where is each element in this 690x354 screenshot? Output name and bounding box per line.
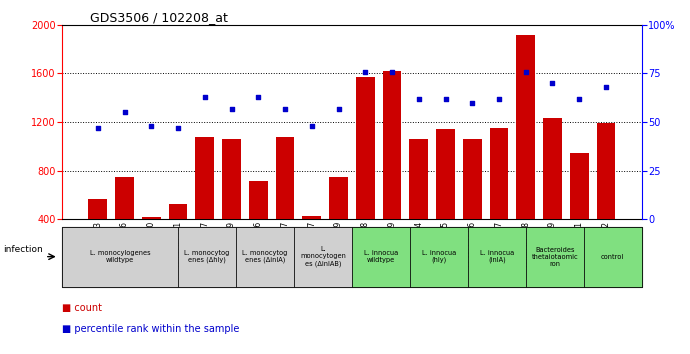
Bar <box>302 216 321 219</box>
Point <box>573 96 584 102</box>
Text: GDS3506 / 102208_at: GDS3506 / 102208_at <box>90 11 228 24</box>
Bar <box>436 130 455 219</box>
Bar <box>516 34 535 219</box>
Text: infection: infection <box>3 245 43 254</box>
Point <box>226 105 237 111</box>
Point <box>413 96 424 102</box>
Bar <box>195 137 214 219</box>
Point <box>172 125 184 131</box>
Bar <box>597 123 615 219</box>
Text: L. monocytog
enes (ΔinlA): L. monocytog enes (ΔinlA) <box>242 250 288 263</box>
Bar <box>543 119 562 219</box>
Point <box>279 105 290 111</box>
Bar <box>88 199 107 219</box>
Point <box>600 84 611 90</box>
Point <box>359 69 371 74</box>
Bar <box>222 139 241 219</box>
Point <box>253 94 264 99</box>
Text: L. innocua
(hly): L. innocua (hly) <box>422 250 456 263</box>
Text: ■ percentile rank within the sample: ■ percentile rank within the sample <box>62 324 239 334</box>
Point <box>306 123 317 129</box>
Text: L. innocua
(inlA): L. innocua (inlA) <box>480 250 514 263</box>
Point <box>547 80 558 86</box>
Bar <box>570 153 589 219</box>
Bar <box>276 137 295 219</box>
Text: L.
monocytogen
es (ΔinlAB): L. monocytogen es (ΔinlAB) <box>300 246 346 267</box>
Point <box>333 105 344 111</box>
Bar <box>142 217 161 219</box>
Bar <box>329 177 348 219</box>
Text: Bacteroides
thetaiotaomic
ron: Bacteroides thetaiotaomic ron <box>531 247 578 267</box>
Bar <box>490 128 509 219</box>
Text: L. monocytog
enes (Δhly): L. monocytog enes (Δhly) <box>184 250 230 263</box>
Point <box>520 69 531 74</box>
Text: ■ count: ■ count <box>62 303 102 313</box>
Bar <box>115 177 134 219</box>
Point <box>92 125 104 131</box>
Point <box>440 96 451 102</box>
Bar <box>249 181 268 219</box>
Text: control: control <box>601 254 624 259</box>
Point <box>386 69 397 74</box>
Text: L. innocua
wildtype: L. innocua wildtype <box>364 250 398 263</box>
Point <box>119 110 130 115</box>
Point <box>466 100 477 105</box>
Point <box>493 96 504 102</box>
Point <box>146 123 157 129</box>
Point <box>199 94 210 99</box>
Bar <box>168 204 188 219</box>
Bar <box>383 71 402 219</box>
Bar <box>356 77 375 219</box>
Bar <box>409 139 428 219</box>
Text: L. monocylogenes
wildtype: L. monocylogenes wildtype <box>90 250 150 263</box>
Bar <box>463 139 482 219</box>
